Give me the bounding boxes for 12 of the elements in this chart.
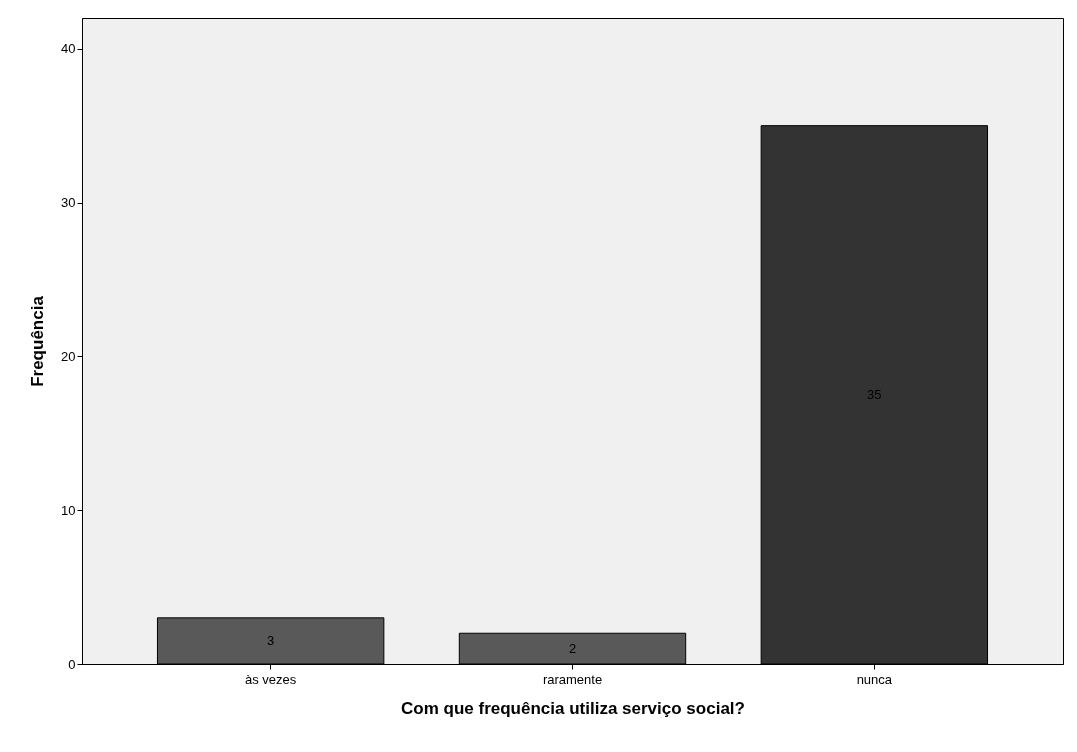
y-tick-label: 40 [61,41,76,57]
x-axis-title: Com que frequência utiliza serviço social? [401,698,745,718]
y-axis-title: Frequência [28,295,48,387]
x-tick-label: raramente [542,671,603,687]
x-tick-label: nunca [856,671,893,687]
x-tick-label: às vezes [245,671,297,687]
y-tick-label: 10 [61,502,76,518]
data-label: 3 [267,632,275,648]
data-label: 2 [568,640,577,656]
y-tick-label: 0 [68,656,76,672]
y-tick-label: 30 [61,195,76,211]
y-tick-label: 20 [61,348,76,364]
